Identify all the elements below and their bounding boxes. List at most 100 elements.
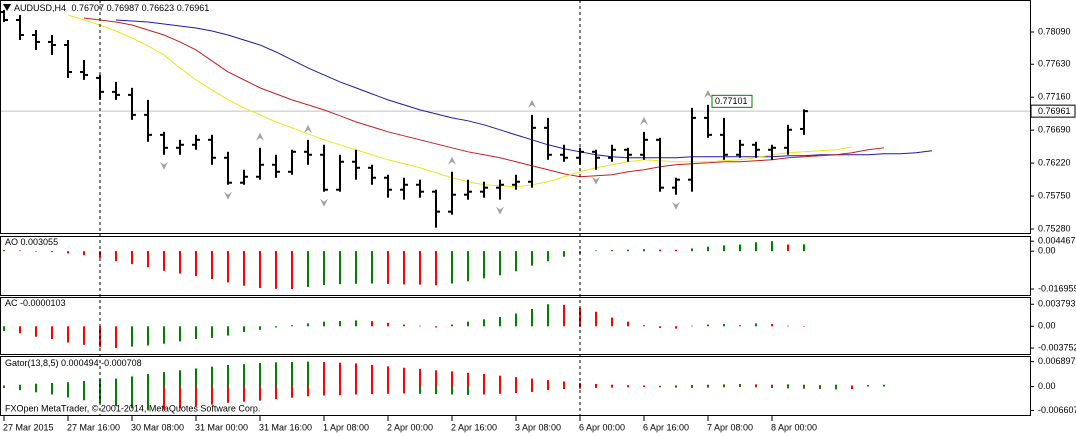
x-tick-label: 3 Apr 08:00 (515, 422, 561, 432)
y-tick-label: 0.003793 (1038, 299, 1076, 309)
histogram-bar (403, 324, 405, 327)
histogram-bar (211, 326, 213, 338)
histogram-bar (531, 308, 533, 327)
gator-bar (3, 386, 5, 388)
x-tick-label: 30 Mar 08:00 (131, 422, 184, 432)
y-tick-label: 0.00 (1038, 246, 1056, 256)
x-tick-label: 6 Apr 16:00 (643, 422, 689, 432)
histogram-bar (323, 251, 325, 286)
open-value: 0.76707 (72, 3, 105, 13)
histogram-bar (371, 321, 373, 327)
histogram-bar (67, 326, 69, 343)
gator-bar (371, 386, 373, 395)
histogram-bar (595, 250, 597, 252)
ac-value: -0.0000103 (20, 298, 66, 308)
histogram-bar (227, 251, 229, 283)
close-value: 0.76961 (177, 3, 210, 13)
gator-bar (339, 362, 341, 387)
gator-bar (355, 386, 357, 395)
gator-bar (99, 379, 101, 387)
histogram-bar (19, 250, 21, 252)
gator-bar (83, 381, 85, 387)
price-label-box (711, 94, 753, 108)
fractal-down (496, 206, 504, 215)
gator-lower-value: -0.000708 (101, 358, 142, 368)
chart-header: AUDUSD,H4 0.76707 0.76987 0.76623 0.7696… (14, 3, 209, 13)
histogram-bar (147, 326, 149, 346)
histogram-bar (131, 326, 133, 347)
histogram-bar (115, 251, 117, 262)
histogram-bar (723, 245, 725, 252)
gator-bar (531, 378, 533, 387)
histogram-bar (227, 326, 229, 336)
gator-bar (483, 386, 485, 395)
gator-bar (243, 386, 245, 402)
fractal-up (256, 132, 264, 141)
histogram-bar (707, 246, 709, 252)
fractal-down (592, 176, 600, 185)
histogram-bar (803, 326, 805, 327)
gator-bar (563, 381, 565, 387)
symbol-icon (3, 4, 11, 11)
histogram-bar (67, 251, 69, 254)
gator-bar (211, 366, 213, 387)
histogram-bar (355, 320, 357, 327)
y-tick-label: -0.006607 (1038, 405, 1076, 415)
gator-bar (307, 386, 309, 397)
gator-bar (531, 386, 533, 392)
alligator-line (83, 17, 885, 178)
gator-bar (83, 386, 85, 401)
histogram-bar (611, 317, 613, 327)
gator-bar (323, 361, 325, 387)
y-tick-label: 0.006897 (1038, 356, 1076, 366)
gator-bar (3, 385, 5, 387)
gator-bar (323, 386, 325, 396)
gator-bar (307, 361, 309, 387)
histogram-bar (467, 251, 469, 282)
histogram-bar (339, 321, 341, 327)
gator-bar (515, 386, 517, 394)
histogram-bar (675, 249, 677, 252)
histogram-bar (691, 248, 693, 252)
gator-bar (163, 372, 165, 387)
histogram-bar (83, 326, 85, 345)
y-tick-label: 0.77160 (1038, 92, 1071, 102)
histogram-bar (707, 324, 709, 327)
histogram-bar (499, 317, 501, 327)
gator-bar (771, 386, 773, 388)
histogram-bar (643, 249, 645, 252)
gator-bar (291, 361, 293, 387)
gator-bar (851, 385, 853, 387)
histogram-bar (419, 325, 421, 327)
gator-bar (467, 386, 469, 395)
gator-bar (675, 386, 677, 388)
gator-bar (339, 386, 341, 396)
histogram-bar (435, 326, 437, 328)
histogram-bar (547, 304, 549, 327)
gator-bar (691, 386, 693, 388)
gator-bar (835, 384, 837, 387)
alligator-line (115, 19, 933, 159)
gator-bar (19, 384, 21, 387)
histogram-bar (291, 325, 293, 327)
gator-bar (483, 373, 485, 387)
ao-value: 0.003055 (21, 237, 59, 247)
histogram-bar (611, 250, 613, 252)
gator-bar (115, 378, 117, 387)
histogram-bar (291, 251, 293, 290)
gator-bar (691, 385, 693, 387)
histogram-bar (35, 251, 37, 252)
gator-bar (739, 386, 741, 388)
gator-bar (547, 380, 549, 387)
histogram-bar (179, 326, 181, 342)
gator-bar (371, 364, 373, 387)
histogram-bar (659, 249, 661, 252)
histogram-bar (339, 251, 341, 285)
histogram-bar (131, 251, 133, 265)
y-tick-label: 0.75750 (1038, 190, 1071, 200)
gator-bar (643, 385, 645, 387)
symbol: AUDUSD,H4 (14, 3, 66, 13)
histogram-bar (563, 251, 565, 257)
